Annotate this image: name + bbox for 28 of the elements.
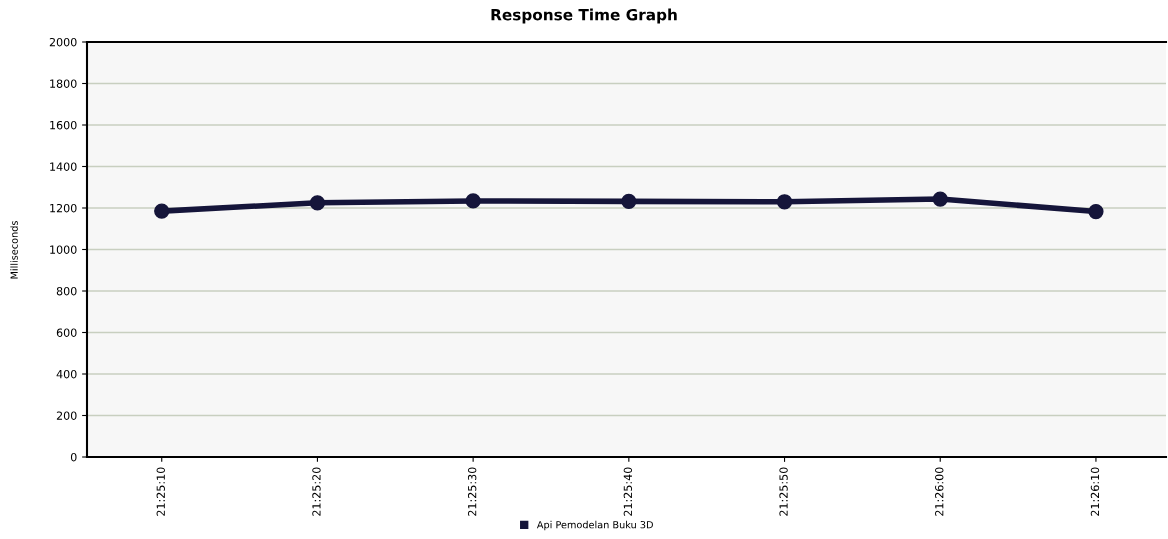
x-tick-label: 21:25:30	[467, 467, 477, 516]
y-tick-label: 1400	[50, 162, 77, 171]
y-tick-label: 2000	[49, 37, 77, 47]
x-tick-label: 21:25:20	[312, 467, 321, 516]
y-tick-label: 1200	[50, 203, 77, 213]
point	[776, 194, 793, 210]
x-tick-label: 21:26:10	[1090, 467, 1100, 516]
legend-label: Api Pemodelan Buku 3D	[536, 520, 653, 531]
point	[465, 193, 481, 209]
point	[932, 191, 948, 207]
x-tick-label: 21:25:10	[156, 467, 165, 516]
x-tick-label: 21:26:00	[935, 467, 944, 516]
y-tick-label: 0	[70, 452, 77, 462]
y-axis-title: Milliseconds	[10, 221, 18, 279]
x-tick-label: 21:25:50	[779, 467, 788, 516]
x-tick-label: 21:25:40	[623, 467, 633, 516]
point	[154, 203, 170, 219]
y-tick-label: 400	[56, 369, 77, 379]
point	[1088, 203, 1104, 220]
y-tick-label: 1000	[50, 245, 77, 254]
chart-title: Response Time Graph	[491, 8, 677, 24]
y-tick-label: 600	[56, 328, 77, 337]
point	[621, 193, 637, 209]
y-tick-label: 800	[56, 286, 77, 296]
y-tick-label: 1800	[50, 79, 77, 88]
y-tick-label: 1600	[50, 120, 77, 130]
y-tick-label: 200	[56, 411, 77, 420]
point	[309, 195, 326, 211]
